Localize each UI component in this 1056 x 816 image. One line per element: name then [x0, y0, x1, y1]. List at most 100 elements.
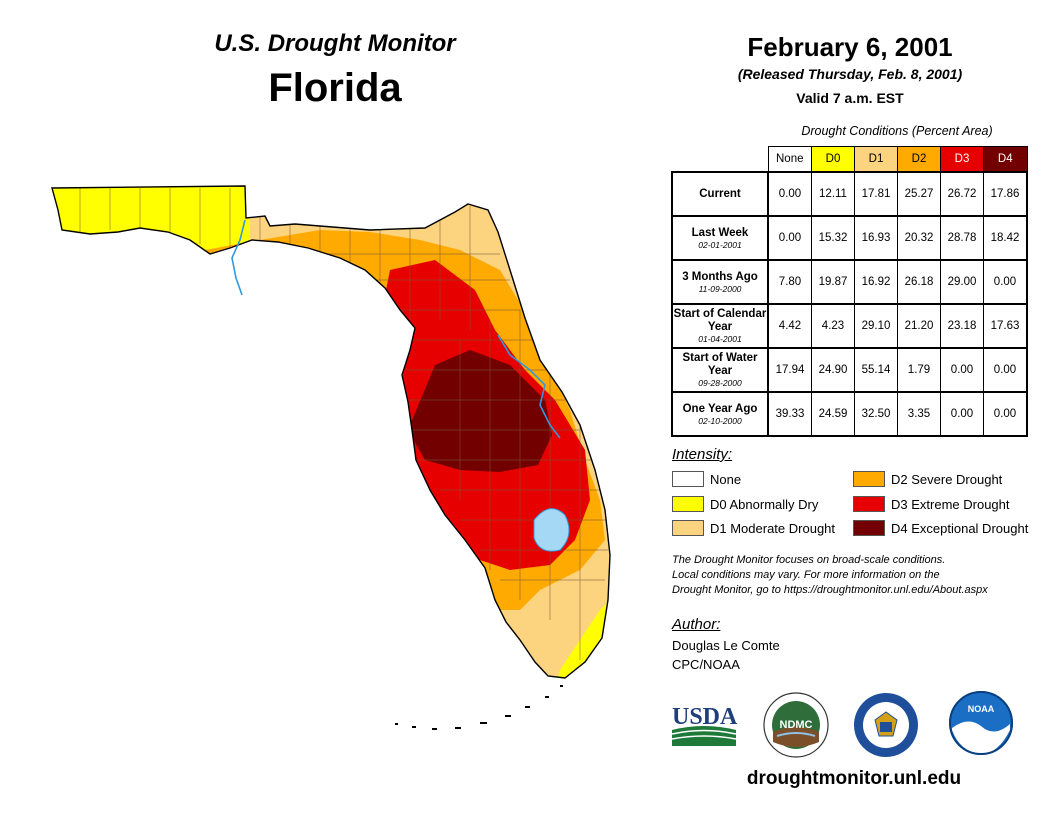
table-row: Current 0.00 12.11 17.81 25.27 26.72 17.… — [671, 171, 1028, 217]
author-title: Author: — [672, 616, 721, 633]
legend-swatch — [672, 471, 704, 487]
table-cell: 0.00 — [940, 347, 984, 393]
row-label: One Year Ago 02-10-2000 — [671, 391, 769, 437]
drought-conditions-table: None D0 D1 D2 D3 D4 Current 0.00 12.11 1… — [671, 146, 1028, 437]
region-title: Florida — [268, 66, 402, 110]
st-johns-river — [497, 334, 561, 439]
legend-label: D4 Exceptional Drought — [891, 521, 1029, 536]
noaa-logo: NOAA — [949, 691, 1013, 755]
florida-keys-islands — [395, 685, 563, 730]
table-row: Start of Calendar Year 01-04-2001 4.42 4.… — [671, 303, 1028, 349]
table-cell: 26.72 — [940, 171, 984, 217]
legend-swatch — [672, 520, 704, 536]
row-label-text: 3 Months Ago — [682, 270, 758, 283]
table-cell: 4.23 — [811, 303, 855, 349]
note-line: The Drought Monitor focuses on broad-sca… — [672, 554, 946, 566]
table-cell: 20.32 — [897, 215, 941, 261]
table-cell: 17.63 — [983, 303, 1028, 349]
d0-zone-keys — [540, 590, 610, 678]
florida-drought-map — [51, 185, 611, 730]
valid-time: Valid 7 a.m. EST — [796, 90, 904, 106]
table-cell: 0.00 — [767, 171, 812, 217]
row-date: 09-28-2000 — [698, 378, 742, 388]
col-header-d0: D0 — [811, 146, 855, 173]
table-cell: 12.11 — [811, 171, 855, 217]
product-title: U.S. Drought Monitor — [214, 30, 456, 57]
col-header-d1: D1 — [854, 146, 898, 173]
table-cell: 29.10 — [854, 303, 898, 349]
row-label: Current — [671, 171, 769, 217]
legend-label: D3 Extreme Drought — [891, 497, 1010, 512]
col-header-d4: D4 — [983, 146, 1028, 173]
table-cell: 4.42 — [767, 303, 812, 349]
table-corner — [672, 147, 768, 173]
legend-label: D0 Abnormally Dry — [710, 497, 819, 512]
table-cell: 29.00 — [940, 259, 984, 305]
table-cell: 3.35 — [897, 391, 941, 437]
table-header-row: None D0 D1 D2 D3 D4 — [672, 146, 1028, 173]
row-label-text: Current — [699, 187, 741, 200]
note-line: Local conditions may vary. For more info… — [672, 569, 940, 581]
row-date: 01-04-2001 — [698, 334, 742, 344]
row-label-text: Start of Water Year — [682, 352, 758, 377]
lake-okeechobee — [533, 508, 570, 552]
table-cell: 17.94 — [767, 347, 812, 393]
legend-swatch — [853, 471, 885, 487]
table-cell: 23.18 — [940, 303, 984, 349]
table-cell: 16.92 — [854, 259, 898, 305]
table-cell: 18.42 — [983, 215, 1028, 261]
table-cell: 39.33 — [767, 391, 812, 437]
disclaimer-note: The Drought Monitor focuses on broad-sca… — [672, 553, 1042, 598]
table-cell: 19.87 — [811, 259, 855, 305]
legend-label: D2 Severe Drought — [891, 472, 1003, 487]
row-date: 02-10-2000 — [698, 415, 742, 426]
apalachicola-river — [231, 219, 246, 296]
table-cell: 0.00 — [767, 215, 812, 261]
usda-logo: USDA — [671, 704, 738, 746]
legend-title: Intensity: — [672, 446, 733, 463]
table-cell: 32.50 — [854, 391, 898, 437]
table-cell: 25.27 — [897, 171, 941, 217]
table-caption: Drought Conditions (Percent Area) — [801, 124, 993, 138]
table-cell: 17.86 — [983, 171, 1028, 217]
d0-zone-panhandle — [52, 186, 250, 270]
noaa-logo-text: NOAA — [968, 704, 995, 714]
doc-seal-logo — [854, 693, 918, 757]
note-line: Drought Monitor, go to https://droughtmo… — [672, 584, 988, 596]
table-cell: 55.14 — [854, 347, 898, 393]
legend-swatch — [672, 496, 704, 512]
table-row: Last Week 02-01-2001 0.00 15.32 16.93 20.… — [671, 215, 1028, 261]
row-label-text: Last Week — [691, 226, 749, 239]
table-cell: 0.00 — [983, 259, 1028, 305]
usda-logo-text: USDA — [672, 704, 738, 730]
table-row: Start of Water Year 09-28-2000 17.94 24.9… — [671, 347, 1028, 393]
author-org: CPC/NOAA — [672, 657, 740, 672]
table-cell: 0.00 — [983, 391, 1028, 437]
table-cell: 24.59 — [811, 391, 855, 437]
table-cell: 21.20 — [897, 303, 941, 349]
table-cell: 16.93 — [854, 215, 898, 261]
col-header-none: None — [767, 146, 812, 173]
release-date: (Released Thursday, Feb. 8, 2001) — [737, 66, 963, 82]
table-cell: 7.80 — [767, 259, 812, 305]
ndmc-logo-text: NDMC — [780, 719, 813, 731]
table-cell: 0.00 — [940, 391, 984, 437]
table-cell: 26.18 — [897, 259, 941, 305]
row-label: Start of Calendar Year 01-04-2001 — [671, 303, 769, 349]
table-cell: 0.00 — [983, 347, 1028, 393]
table-row: 3 Months Ago 11-09-2000 7.80 19.87 16.92 … — [671, 259, 1028, 305]
table-cell: 15.32 — [811, 215, 855, 261]
legend-swatch — [853, 520, 885, 536]
row-date: 02-01-2001 — [698, 239, 742, 250]
ndmc-logo: NDMC — [763, 692, 829, 758]
row-date: 11-09-2000 — [698, 283, 742, 294]
row-label: Start of Water Year 09-28-2000 — [671, 347, 769, 393]
col-header-d2: D2 — [897, 146, 941, 173]
author-name: Douglas Le Comte — [672, 638, 780, 653]
map-date: February 6, 2001 — [747, 32, 953, 62]
col-header-d3: D3 — [940, 146, 984, 173]
website-url[interactable]: droughtmonitor.unl.edu — [746, 768, 962, 789]
table-row: One Year Ago 02-10-2000 39.33 24.59 32.50… — [671, 391, 1028, 437]
table-cell: 24.90 — [811, 347, 855, 393]
legend-label: D1 Moderate Drought — [710, 521, 836, 536]
